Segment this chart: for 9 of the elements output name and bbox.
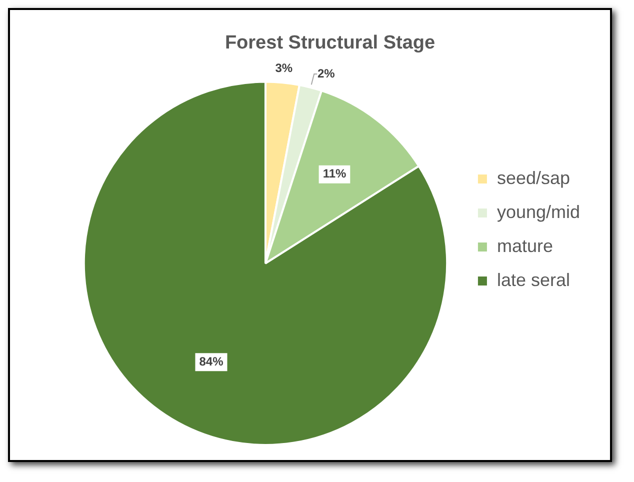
legend-label: mature bbox=[496, 236, 553, 256]
data-label: 84% bbox=[199, 354, 224, 368]
chart-title: Forest Structural Stage bbox=[224, 32, 436, 54]
data-label: 11% bbox=[322, 166, 346, 181]
data-label: 2% bbox=[317, 66, 336, 80]
legend-label: late seral bbox=[496, 270, 570, 290]
legend-label: young/mid bbox=[496, 202, 580, 222]
data-label: 3% bbox=[275, 60, 293, 75]
legend-label: seed/sap bbox=[496, 168, 570, 188]
